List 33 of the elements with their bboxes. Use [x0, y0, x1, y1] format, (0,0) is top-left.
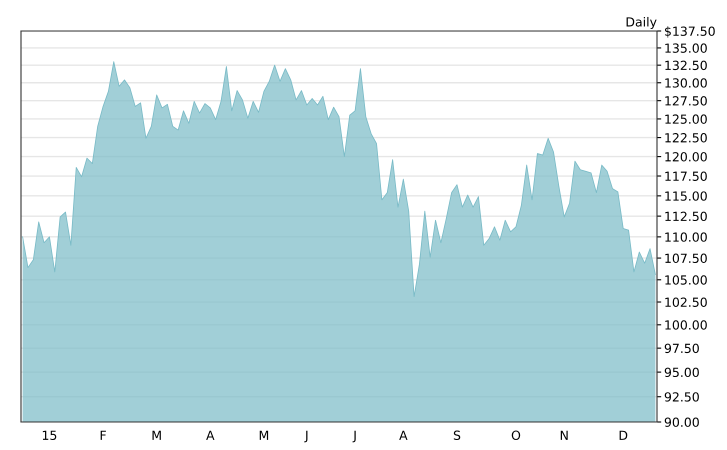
y-tick-label: 90.00 — [664, 417, 699, 427]
y-tick-label: 130.00 — [665, 78, 707, 88]
y-tick-label: 120.00 — [665, 152, 707, 162]
text: Daily — [626, 16, 657, 30]
x-tick-label: A — [399, 430, 408, 440]
y-tick-label: 135.00 — [665, 43, 707, 53]
y-tick-label: 110.00 — [665, 232, 707, 242]
x-tick-label: M — [152, 430, 161, 440]
y-tick-label: 117.50 — [665, 171, 707, 181]
x-tick-label: O — [512, 430, 520, 440]
x-tick-label: S — [454, 430, 460, 440]
y-tick-label: 132.50 — [665, 60, 707, 70]
y-tick-label: 115.00 — [665, 191, 707, 201]
y-tick-label: 92.50 — [664, 392, 699, 402]
x-tick-label: J — [304, 430, 308, 442]
x-tick-label: M — [260, 430, 268, 440]
y-tick-label: 95.00 — [664, 368, 699, 378]
y-tick-label: $137.50 — [664, 26, 715, 38]
y-tick-label: 107.50 — [665, 254, 707, 264]
y-tick-label: 105.00 — [665, 275, 707, 285]
y-tick-label: 97.50 — [664, 344, 699, 354]
x-tick-label: J — [352, 430, 356, 442]
x-tick-label: 15 — [42, 430, 56, 440]
y-tick-label: 102.50 — [665, 297, 707, 307]
y-tick-label: 112.50 — [665, 212, 707, 222]
x-tick-label: A — [206, 430, 214, 440]
x-tick-label: D — [620, 430, 628, 440]
x-tick-label: F — [100, 430, 106, 440]
y-tick-label: 127.50 — [665, 96, 707, 106]
y-tick-label: 122.50 — [665, 133, 707, 142]
x-tick-label: N — [560, 430, 568, 440]
y-tick-label: 100.00 — [665, 320, 707, 330]
y-tick-label: 125.00 — [665, 114, 707, 124]
